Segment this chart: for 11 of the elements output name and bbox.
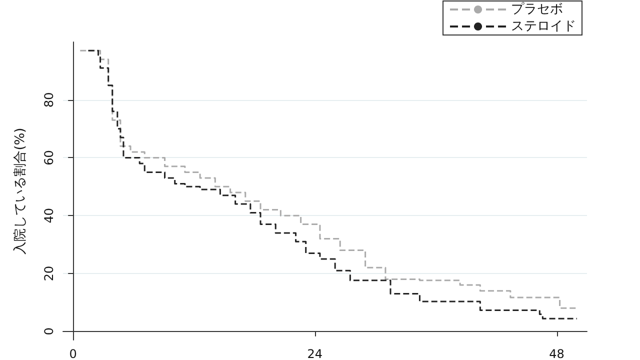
y-axis-title: 入院している割合(%) xyxy=(13,128,28,254)
y-tick-label: 0 xyxy=(42,328,56,336)
legend-label: ステロイド xyxy=(511,19,576,34)
x-tick-label: 48 xyxy=(549,347,564,360)
y-tick-label: 20 xyxy=(42,266,56,282)
x-tick-label: 24 xyxy=(307,347,323,360)
x-tick-label: 0 xyxy=(69,347,77,360)
legend-label: プラセボ xyxy=(511,2,563,17)
y-tick-label: 60 xyxy=(42,150,56,166)
y-tick-label: 80 xyxy=(42,92,56,108)
y-tick-label: 40 xyxy=(42,208,56,224)
